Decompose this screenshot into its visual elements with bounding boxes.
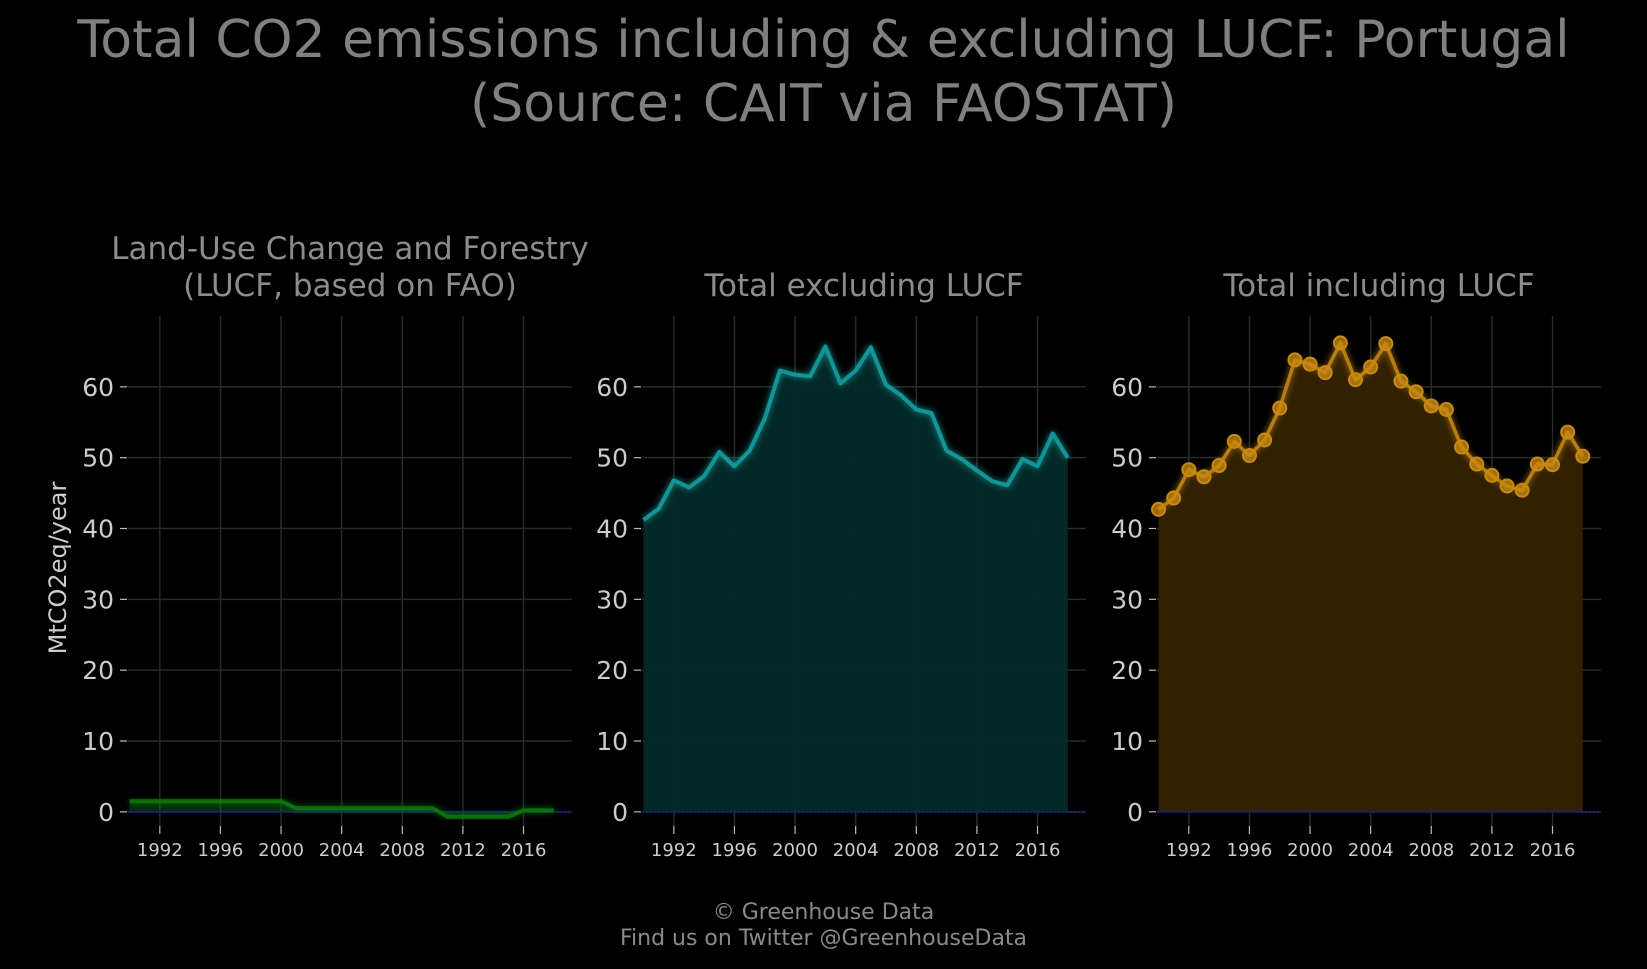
panel-1-title-line-1: Land-Use Change and Forestry (111, 231, 589, 267)
data-point (1196, 469, 1212, 485)
data-point (1529, 456, 1545, 472)
y-tick-label: 60 (1111, 373, 1143, 402)
data-point (1332, 335, 1348, 351)
x-tick-label: 1992 (651, 840, 697, 861)
y-tick-label: 40 (82, 515, 114, 544)
footer-copyright: © Greenhouse Data (712, 900, 935, 925)
x-tick-label: 2016 (1015, 840, 1061, 861)
y-axis-label: MtCO2eq/year (44, 482, 72, 655)
y-tick-label: 10 (596, 727, 628, 756)
data-point (1484, 467, 1500, 483)
data-point (1423, 398, 1439, 414)
chart-title-line-2: (Source: CAIT via FAOSTAT) (469, 74, 1178, 134)
panel-3: Total including LUCF 0 10 20 30 40 50 60 1992 199… (1111, 268, 1601, 861)
x-tick-label: 2016 (1530, 840, 1576, 861)
y-tick-label: 10 (1111, 727, 1143, 756)
panel-1-title-line-2: (LUCF, based on FAO) (183, 268, 517, 304)
data-point (1408, 384, 1424, 400)
x-tick-label: 1996 (198, 840, 244, 861)
data-point (1151, 501, 1167, 517)
panel-3-title-line-1: Total including LUCF (1222, 268, 1534, 304)
data-point (1514, 482, 1530, 498)
y-tick-label: 50 (596, 444, 628, 473)
x-tick-label: 2004 (319, 840, 365, 861)
footer-credits: © Greenhouse Data Find us on Twitter @Gr… (0, 900, 1647, 952)
footer-twitter: Find us on Twitter @GreenhouseData (619, 926, 1028, 951)
data-point (1393, 373, 1409, 389)
chart-title-line-1: Total CO2 emissions including & excludin… (77, 10, 1570, 70)
series-line (642, 344, 1070, 522)
data-point (1545, 457, 1561, 473)
y-tick-label: 0 (98, 798, 114, 827)
y-tick-label: 30 (1111, 585, 1143, 614)
series-area (643, 346, 1068, 812)
y-tick-label: 20 (1111, 656, 1143, 685)
x-tick-label: 2012 (1469, 840, 1515, 861)
data-point (1378, 336, 1394, 352)
x-tick-label: 1996 (712, 840, 758, 861)
y-tick-label: 50 (82, 444, 114, 473)
data-point (1241, 448, 1257, 464)
y-tick-label: 10 (82, 727, 114, 756)
panel-1: Land-Use Change and Forestry(LUCF, based… (82, 231, 589, 861)
data-point (1469, 456, 1485, 472)
data-point (1211, 457, 1227, 473)
x-tick-label: 1992 (137, 840, 183, 861)
panel-2-title-line-1: Total excluding LUCF (703, 268, 1023, 304)
data-point (1560, 424, 1576, 440)
y-tick-label: 40 (596, 515, 628, 544)
y-tick-label: 40 (1111, 515, 1143, 544)
data-point (1348, 372, 1364, 388)
data-point (1226, 433, 1242, 449)
data-point (1499, 478, 1515, 494)
data-point (1317, 365, 1333, 381)
data-point (1166, 490, 1182, 506)
y-tick-label: 20 (596, 656, 628, 685)
x-tick-label: 2000 (772, 840, 818, 861)
y-tick-label: 0 (1127, 798, 1143, 827)
data-point (1454, 439, 1470, 455)
x-tick-label: 2008 (379, 840, 425, 861)
y-tick-label: 0 (612, 798, 628, 827)
data-point (1181, 462, 1197, 478)
data-point (1438, 402, 1454, 417)
data-point (1272, 400, 1288, 416)
y-tick-label: 30 (596, 585, 628, 614)
data-point (1257, 432, 1273, 448)
y-tick-label: 30 (82, 585, 114, 614)
series-area (1158, 342, 1583, 812)
data-point (1575, 448, 1591, 464)
x-tick-label: 2016 (501, 840, 547, 861)
y-tick-label: 60 (82, 373, 114, 402)
x-tick-label: 2008 (1408, 840, 1454, 861)
x-tick-label: 2012 (440, 840, 486, 861)
data-point (1302, 356, 1318, 372)
y-tick-label: 50 (1111, 444, 1143, 473)
y-tick-label: 60 (596, 373, 628, 402)
x-tick-label: 2004 (833, 840, 879, 861)
data-point (1287, 352, 1303, 368)
x-tick-label: 2012 (954, 840, 1000, 861)
series-line (129, 799, 554, 819)
x-tick-label: 2008 (893, 840, 939, 861)
y-tick-label: 20 (82, 656, 114, 685)
chart-title: Total CO2 emissions including & excludin… (0, 8, 1647, 136)
x-tick-label: 1992 (1166, 840, 1212, 861)
x-tick-label: 2004 (1348, 840, 1394, 861)
x-tick-label: 2000 (1287, 840, 1333, 861)
x-tick-label: 2000 (258, 840, 304, 861)
x-tick-label: 1996 (1227, 840, 1273, 861)
data-point (1363, 359, 1379, 375)
panel-2: Total excluding LUCF 0 10 20 30 40 50 60 1992 199… (596, 268, 1086, 861)
